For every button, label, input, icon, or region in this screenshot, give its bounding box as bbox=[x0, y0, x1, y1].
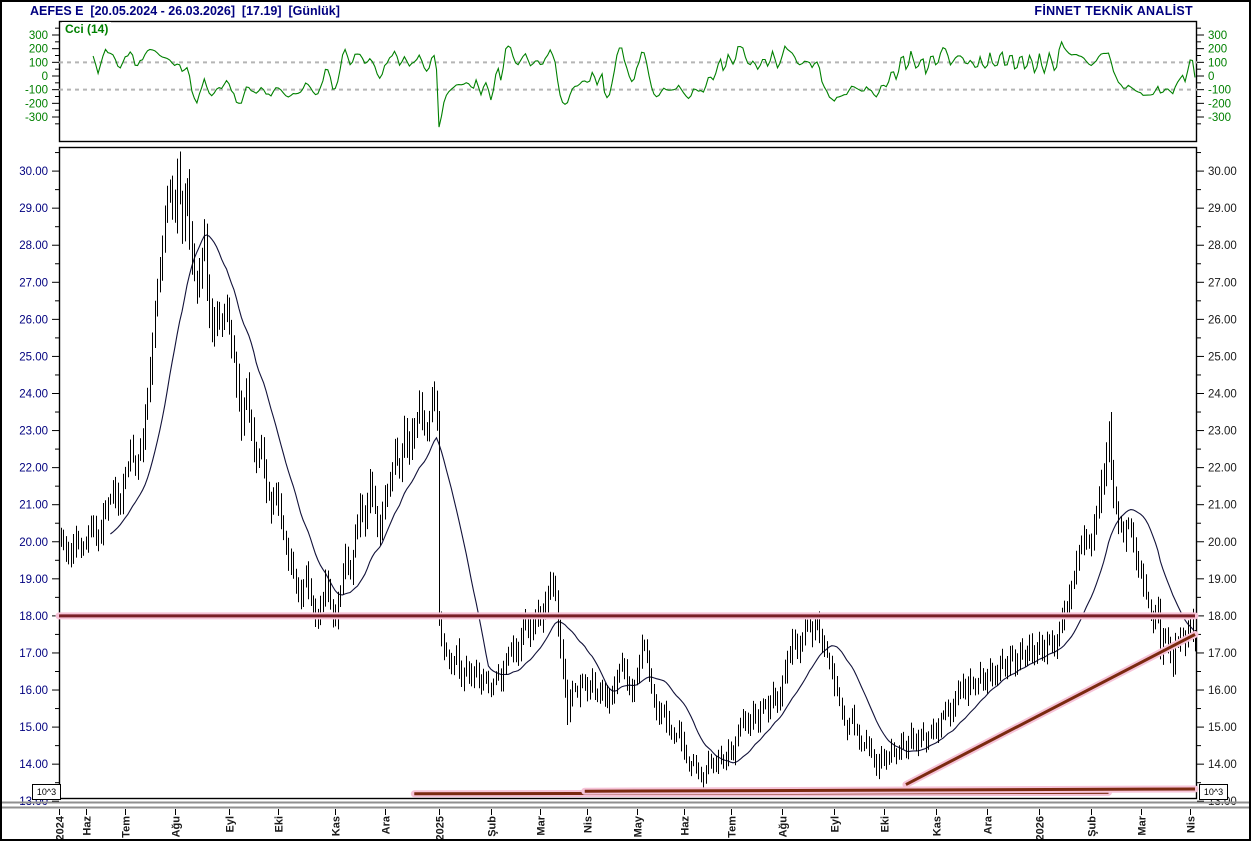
chart-title: AEFES E [20.05.2024 - 26.03.2026] [17.19… bbox=[30, 4, 340, 18]
svg-text:200: 200 bbox=[29, 44, 48, 56]
indicator-label: Cci (14) bbox=[62, 22, 112, 36]
svg-text:19.00: 19.00 bbox=[1208, 574, 1237, 586]
month-label: Ara bbox=[381, 815, 393, 834]
cci-panel bbox=[58, 20, 1198, 143]
svg-text:-100: -100 bbox=[25, 85, 48, 97]
month-label: Tem bbox=[121, 816, 133, 838]
svg-text:24.00: 24.00 bbox=[19, 388, 48, 400]
month-label: Ağu bbox=[171, 816, 183, 837]
svg-text:14.00: 14.00 bbox=[1208, 759, 1237, 771]
svg-text:100: 100 bbox=[29, 57, 48, 69]
svg-text:15.00: 15.00 bbox=[1208, 722, 1237, 734]
month-label: 2025 bbox=[435, 816, 447, 840]
svg-text:23.00: 23.00 bbox=[1208, 426, 1237, 438]
cci-line bbox=[92, 40, 1196, 128]
svg-text:22.00: 22.00 bbox=[19, 463, 48, 475]
svg-text:23.00: 23.00 bbox=[19, 426, 48, 438]
svg-text:-300: -300 bbox=[25, 112, 48, 124]
svg-text:24.00: 24.00 bbox=[1208, 388, 1237, 400]
svg-text:28.00: 28.00 bbox=[19, 240, 48, 252]
svg-text:29.00: 29.00 bbox=[1208, 203, 1237, 215]
svg-text:100: 100 bbox=[1208, 57, 1227, 69]
svg-text:-300: -300 bbox=[1208, 112, 1231, 124]
svg-text:15.00: 15.00 bbox=[19, 722, 48, 734]
svg-text:25.00: 25.00 bbox=[19, 351, 48, 363]
svg-text:-100: -100 bbox=[1208, 85, 1231, 97]
month-label: Eki bbox=[880, 816, 892, 833]
month-label: Ara bbox=[983, 815, 995, 834]
svg-text:19.00: 19.00 bbox=[19, 574, 48, 586]
month-label: Nis bbox=[1186, 816, 1198, 833]
svg-text:17.00: 17.00 bbox=[19, 648, 48, 660]
svg-text:29.00: 29.00 bbox=[19, 203, 48, 215]
svg-text:14.00: 14.00 bbox=[19, 759, 48, 771]
svg-text:18.00: 18.00 bbox=[1208, 611, 1237, 623]
svg-text:21.00: 21.00 bbox=[19, 500, 48, 512]
svg-text:-200: -200 bbox=[1208, 98, 1231, 110]
month-label: Mar bbox=[1137, 815, 1149, 835]
svg-text:22.00: 22.00 bbox=[1208, 463, 1237, 475]
svg-text:16.00: 16.00 bbox=[19, 685, 48, 697]
svg-text:300: 300 bbox=[1208, 30, 1227, 42]
svg-text:26.00: 26.00 bbox=[1208, 314, 1237, 326]
trend-lines bbox=[55, 612, 1199, 798]
svg-text:20.00: 20.00 bbox=[19, 537, 48, 549]
price-bars bbox=[61, 151, 1196, 790]
month-label: Eki bbox=[274, 816, 286, 833]
svg-text:17.00: 17.00 bbox=[1208, 648, 1237, 660]
svg-text:26.00: 26.00 bbox=[19, 314, 48, 326]
month-label: Tem bbox=[727, 816, 739, 838]
svg-text:27.00: 27.00 bbox=[19, 277, 48, 289]
price-panel bbox=[58, 146, 1198, 800]
month-label: Şub bbox=[1087, 816, 1099, 837]
svg-text:-200: -200 bbox=[25, 98, 48, 110]
volume-scale-left: 10^3 bbox=[32, 784, 61, 800]
month-label: Ağu bbox=[778, 816, 790, 837]
svg-text:28.00: 28.00 bbox=[1208, 240, 1237, 252]
volume-scale-right: 10^3 bbox=[1199, 784, 1228, 800]
svg-text:200: 200 bbox=[1208, 44, 1227, 56]
month-label: Şub bbox=[487, 816, 499, 837]
svg-text:300: 300 bbox=[29, 30, 48, 42]
svg-text:21.00: 21.00 bbox=[1208, 500, 1237, 512]
month-label: 2024 bbox=[55, 815, 67, 840]
month-label: Kas bbox=[932, 816, 944, 836]
month-label: May bbox=[633, 815, 645, 837]
svg-text:27.00: 27.00 bbox=[1208, 277, 1237, 289]
app-brand: FİNNET TEKNİK ANALİST bbox=[1034, 4, 1193, 18]
svg-text:0: 0 bbox=[42, 71, 48, 83]
moving-average-line bbox=[110, 234, 1196, 764]
panel-splitter bbox=[2, 801, 1249, 809]
month-label: Eyl bbox=[830, 816, 842, 833]
svg-text:20.00: 20.00 bbox=[1208, 537, 1237, 549]
svg-text:0: 0 bbox=[1208, 71, 1214, 83]
trend-line-base-support-2[interactable] bbox=[584, 787, 1196, 793]
svg-text:16.00: 16.00 bbox=[1208, 685, 1237, 697]
month-label: Nis bbox=[583, 816, 595, 833]
svg-text:30.00: 30.00 bbox=[19, 166, 48, 178]
x-axis-labels: 2024 Haz Tem Ağu Eyl Eki Kas Ara 2025 Şub Mar Nis Ma… bbox=[55, 809, 1198, 840]
month-label: Eyl bbox=[225, 816, 237, 833]
month-label: Kas bbox=[331, 816, 343, 836]
trend-line-ascending-support[interactable] bbox=[905, 633, 1196, 786]
svg-text:30.00: 30.00 bbox=[1208, 166, 1237, 178]
month-label: Haz bbox=[680, 816, 692, 836]
price-axis-labels: 30.00 30.00 29.00 29.00 28.00 28.00 27.00 27.00… bbox=[19, 152, 1237, 808]
svg-text:25.00: 25.00 bbox=[1208, 351, 1237, 363]
svg-text:18.00: 18.00 bbox=[19, 611, 48, 623]
month-label: Haz bbox=[82, 816, 94, 836]
month-label: 2026 bbox=[1035, 816, 1047, 840]
month-label: Mar bbox=[536, 815, 548, 835]
